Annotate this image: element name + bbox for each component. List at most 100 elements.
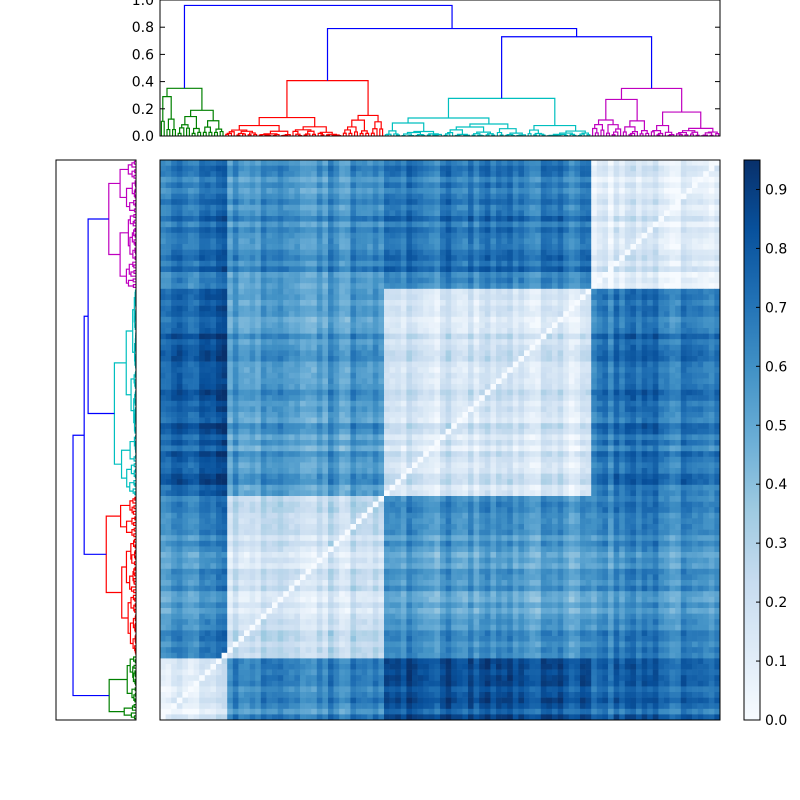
heatmap-cell: [378, 412, 385, 418]
heatmap-cell: [288, 204, 295, 211]
heatmap-cell: [440, 210, 446, 217]
heatmap-cell: [272, 356, 278, 362]
heatmap-cell: [473, 204, 480, 211]
heatmap-cell: [339, 249, 346, 256]
heatmap-cell: [512, 277, 519, 284]
heatmap-cell: [221, 288, 228, 295]
heatmap-cell: [529, 165, 536, 172]
heatmap-cell: [574, 210, 581, 217]
heatmap-cell: [339, 160, 346, 166]
heatmap-cell: [658, 266, 665, 273]
heatmap-cell: [619, 182, 626, 189]
heatmap-cell: [356, 344, 362, 351]
heatmap-cell: [613, 395, 620, 402]
heatmap-cell: [160, 311, 166, 318]
heatmap-cell: [714, 238, 721, 245]
heatmap-cell: [652, 260, 659, 267]
heatmap-cell: [182, 199, 189, 206]
heatmap-cell: [512, 406, 519, 413]
heatmap-cell: [305, 328, 312, 334]
heatmap-cell: [210, 210, 217, 217]
heatmap-cell: [199, 395, 206, 402]
heatmap-cell: [568, 384, 575, 390]
heatmap-cell: [395, 193, 402, 200]
heatmap-cell: [585, 188, 592, 194]
heatmap-cell: [585, 160, 592, 166]
heatmap-cell: [244, 244, 250, 250]
heatmap-cell: [496, 328, 502, 334]
heatmap-cell: [686, 227, 693, 234]
heatmap-cell: [574, 322, 581, 329]
heatmap-cell: [574, 395, 581, 402]
heatmap-cell: [613, 277, 620, 284]
heatmap-cell: [328, 395, 334, 402]
heatmap-cell: [664, 210, 670, 217]
heatmap-cell: [344, 378, 351, 385]
heatmap-cell: [176, 204, 183, 211]
heatmap-cell: [266, 216, 273, 222]
heatmap-cell: [613, 288, 620, 295]
heatmap-cell: [221, 238, 228, 245]
heatmap-cell: [227, 305, 234, 312]
heatmap-cell: [535, 216, 542, 222]
heatmap-cell: [361, 361, 368, 368]
heatmap-cell: [652, 176, 659, 183]
heatmap-cell: [277, 249, 284, 256]
heatmap-cell: [389, 395, 396, 402]
heatmap-cell: [188, 272, 194, 278]
heatmap-cell: [580, 333, 586, 340]
heatmap-cell: [249, 311, 256, 318]
heatmap-cell: [563, 266, 570, 273]
heatmap-cell: [350, 356, 357, 362]
heatmap-cell: [232, 350, 239, 357]
heatmap-cell: [361, 227, 368, 234]
heatmap-cell: [423, 316, 430, 323]
heatmap-cell: [339, 288, 346, 295]
heatmap-cell: [384, 210, 390, 217]
heatmap-cell: [574, 300, 581, 306]
heatmap-cell: [490, 204, 497, 211]
heatmap-cell: [479, 350, 486, 357]
heatmap-cell: [507, 221, 514, 228]
heatmap-cell: [468, 260, 474, 267]
heatmap-cell: [350, 300, 357, 306]
heatmap-cell: [339, 238, 346, 245]
heatmap-cell: [568, 333, 575, 340]
heatmap-cell: [434, 367, 441, 374]
top-dendrogram-link: [202, 131, 207, 136]
heatmap-cell: [608, 300, 614, 306]
heatmap-cell: [322, 210, 329, 217]
heatmap-cell: [272, 344, 278, 351]
heatmap-cell: [563, 395, 570, 402]
top-dendrogram-link: [372, 128, 378, 136]
left-dendrogram-link: [131, 554, 135, 564]
heatmap-cell: [272, 395, 278, 402]
heatmap-cell: [703, 361, 710, 368]
heatmap-cell: [540, 277, 547, 284]
heatmap-cell: [664, 356, 670, 362]
heatmap-cell: [176, 400, 183, 407]
heatmap-cell: [255, 384, 262, 390]
heatmap-cell: [540, 255, 547, 262]
heatmap-cell: [462, 350, 469, 357]
heatmap-cell: [423, 339, 430, 346]
heatmap-cell: [552, 232, 558, 239]
heatmap-cell: [552, 406, 558, 413]
heatmap-cell: [440, 165, 446, 172]
heatmap-cell: [277, 322, 284, 329]
heatmap-cell: [417, 227, 424, 234]
heatmap-cell: [350, 316, 357, 323]
heatmap-cell: [361, 333, 368, 340]
heatmap-cell: [400, 255, 407, 262]
heatmap-cell: [602, 216, 609, 222]
heatmap-cell: [283, 277, 290, 284]
heatmap-cell: [210, 283, 217, 290]
heatmap-cell: [507, 210, 514, 217]
heatmap-cell: [193, 182, 200, 189]
heatmap-cell: [652, 356, 659, 362]
heatmap-cell: [238, 372, 245, 379]
heatmap-cell: [468, 378, 474, 385]
heatmap-cell: [361, 294, 368, 301]
heatmap-cell: [412, 283, 418, 290]
heatmap-cell: [479, 378, 486, 385]
